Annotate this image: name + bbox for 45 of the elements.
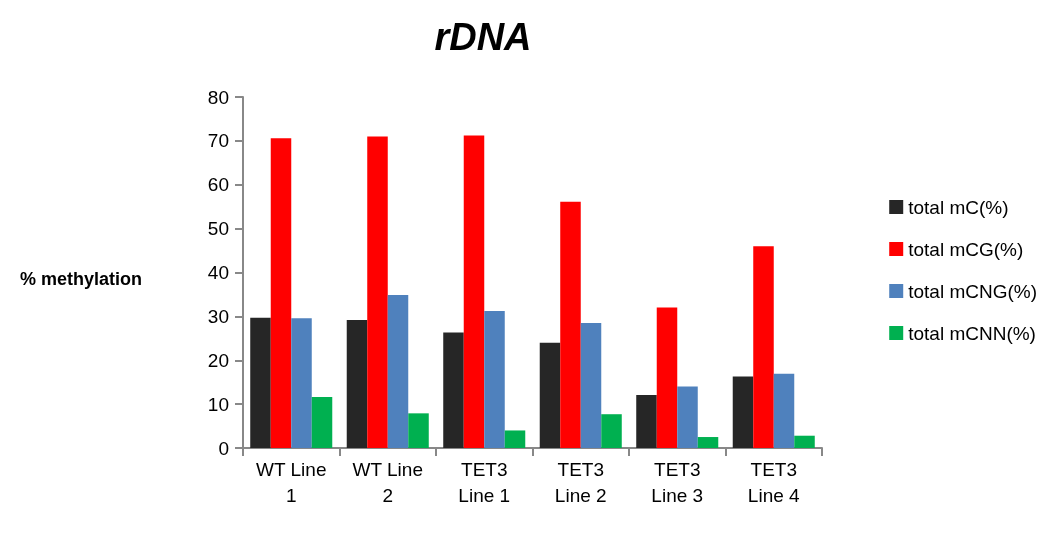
legend-label: total mCNN(%) — [908, 322, 1036, 344]
y-tick-label: 20 — [207, 349, 229, 371]
bar — [408, 413, 429, 448]
y-tick-label: 30 — [207, 305, 229, 327]
bar — [270, 138, 292, 448]
bar — [250, 317, 271, 448]
bar — [677, 386, 698, 448]
legend-label: total mCNG(%) — [908, 280, 1038, 302]
bar — [463, 135, 485, 448]
chart-title: rDNA — [434, 16, 532, 58]
bar — [311, 397, 333, 448]
bar — [443, 332, 464, 448]
bar — [732, 376, 754, 448]
legend-label: total mCG(%) — [908, 238, 1024, 260]
x-tick-label: TET3 Line 3 — [651, 458, 704, 506]
y-tick-label: 60 — [207, 174, 229, 196]
x-tick-label: TET3 Line 4 — [747, 458, 801, 506]
y-tick-label: 40 — [207, 262, 229, 283]
y-tick-label: 0 — [218, 437, 229, 459]
x-tick-label: TET3 Line 2 — [554, 458, 607, 506]
x-tick-label: WT Line 2 — [352, 458, 423, 506]
y-tick-label: 50 — [207, 218, 229, 240]
bar — [697, 437, 719, 448]
bar — [636, 394, 657, 448]
x-tick-label: WT Line 1 — [256, 458, 327, 506]
bar — [601, 414, 622, 448]
bar — [773, 373, 795, 448]
bar — [387, 294, 409, 448]
y-tick-label: 80 — [207, 86, 229, 108]
bar — [484, 311, 505, 448]
bar — [504, 430, 526, 448]
bar — [580, 322, 602, 448]
legend-label: total mC(%) — [908, 196, 1009, 218]
bar — [291, 318, 312, 448]
bar — [794, 435, 815, 448]
y-axis-title: % methylation — [20, 269, 143, 289]
x-tick-label: TET3 Line 1 — [458, 458, 511, 506]
bar — [346, 319, 368, 448]
bar — [753, 246, 774, 448]
bar — [656, 307, 678, 448]
y-tick-label: 70 — [207, 130, 229, 152]
bar — [560, 201, 581, 448]
bar — [367, 136, 388, 448]
y-tick-label: 10 — [207, 393, 229, 415]
bar — [539, 342, 561, 448]
